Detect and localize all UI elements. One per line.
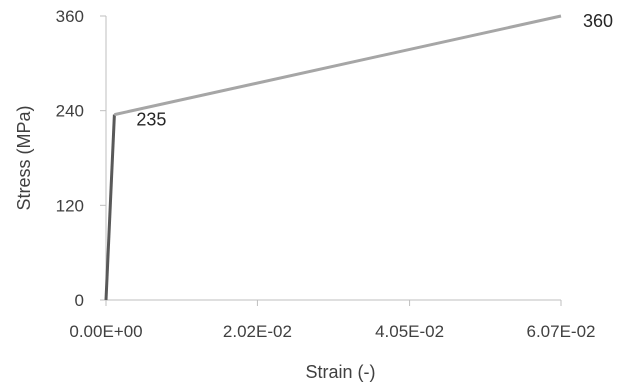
- tick-labels: 0 120 240 360 0.00E+00 2.02E-02 4.05E-02 6.07E-…: [56, 7, 596, 341]
- series-line-1: [104, 114, 116, 301]
- x-axis-title: Strain (-): [305, 362, 375, 382]
- series-lines: [104, 14, 562, 301]
- data-label: 360: [583, 11, 613, 31]
- data-label: 235: [136, 110, 166, 130]
- series-line-2: [114, 14, 562, 117]
- data-labels: 235 360: [136, 11, 613, 130]
- x-tick-label: 6.07E-02: [527, 322, 596, 341]
- x-tick-label: 4.05E-02: [375, 322, 444, 341]
- axes: [100, 15, 562, 306]
- y-tick-label: 120: [56, 196, 84, 215]
- y-tick-label: 0: [75, 291, 84, 310]
- y-axis-title: Stress (MPa): [14, 105, 34, 210]
- y-tick-label: 360: [56, 7, 84, 26]
- x-tick-label: 0.00E+00: [69, 322, 142, 341]
- y-tick-label: 240: [56, 102, 84, 121]
- x-tick-label: 2.02E-02: [223, 322, 292, 341]
